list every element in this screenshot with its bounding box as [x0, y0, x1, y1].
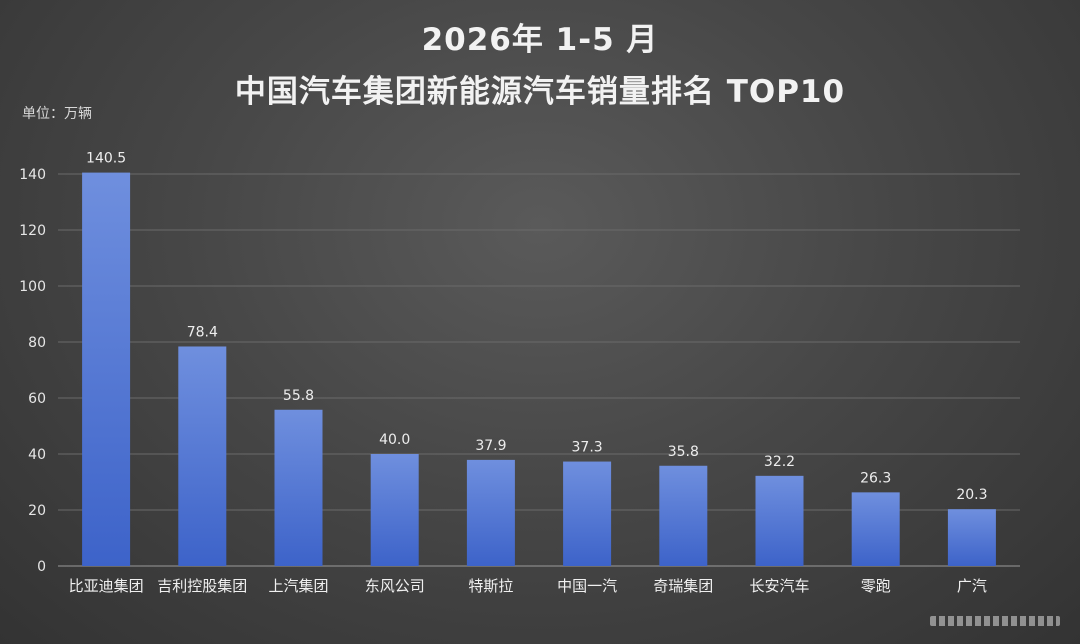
bar: [947, 509, 996, 566]
x-tick-label: 上汽集团: [268, 577, 328, 595]
bar: [466, 459, 515, 566]
data-label: 35.8: [668, 444, 699, 460]
x-tick-label: 特斯拉: [468, 577, 513, 595]
x-tick-label: 东风公司: [365, 577, 425, 595]
x-tick-label: 中国一汽: [557, 577, 617, 595]
y-tick-label: 60: [28, 391, 46, 407]
data-label: 37.3: [572, 440, 603, 456]
y-tick-label: 0: [37, 559, 46, 575]
chart-title-line2: 中国汽车集团新能源汽车销量排名 TOP10: [234, 74, 846, 110]
bar: [274, 409, 323, 566]
y-tick-label: 100: [19, 279, 46, 295]
data-label: 140.5: [86, 151, 126, 167]
x-tick-label: 零跑: [861, 577, 891, 595]
data-label: 78.4: [187, 324, 218, 340]
x-tick-label: 广汽: [957, 577, 987, 595]
x-tick-label: 比亚迪集团: [69, 577, 144, 595]
y-tick-label: 20: [28, 503, 46, 519]
bar: [82, 172, 131, 566]
bar: [659, 465, 708, 566]
y-tick-label: 120: [19, 223, 46, 239]
x-tick-label: 奇瑞集团: [653, 577, 713, 595]
unit-label: 单位：万辆: [22, 106, 92, 122]
data-label: 40.0: [379, 432, 410, 448]
watermark: [930, 616, 1060, 626]
data-label: 26.3: [860, 470, 891, 486]
bar: [370, 454, 419, 566]
data-label: 32.2: [764, 454, 795, 470]
x-tick-label: 长安汽车: [749, 577, 809, 595]
data-label: 20.3: [956, 487, 987, 503]
bar: [755, 475, 804, 566]
data-label: 55.8: [283, 388, 314, 404]
y-tick-label: 80: [28, 335, 46, 351]
bar: [563, 461, 612, 566]
bar: [851, 492, 900, 566]
y-tick-label: 140: [19, 167, 46, 183]
data-label: 37.9: [475, 438, 506, 454]
x-tick-label: 吉利控股集团: [157, 577, 247, 595]
y-tick-label: 40: [28, 447, 46, 463]
bar: [178, 346, 227, 566]
chart-title-line1: 2026年 1-5 月: [421, 22, 659, 58]
